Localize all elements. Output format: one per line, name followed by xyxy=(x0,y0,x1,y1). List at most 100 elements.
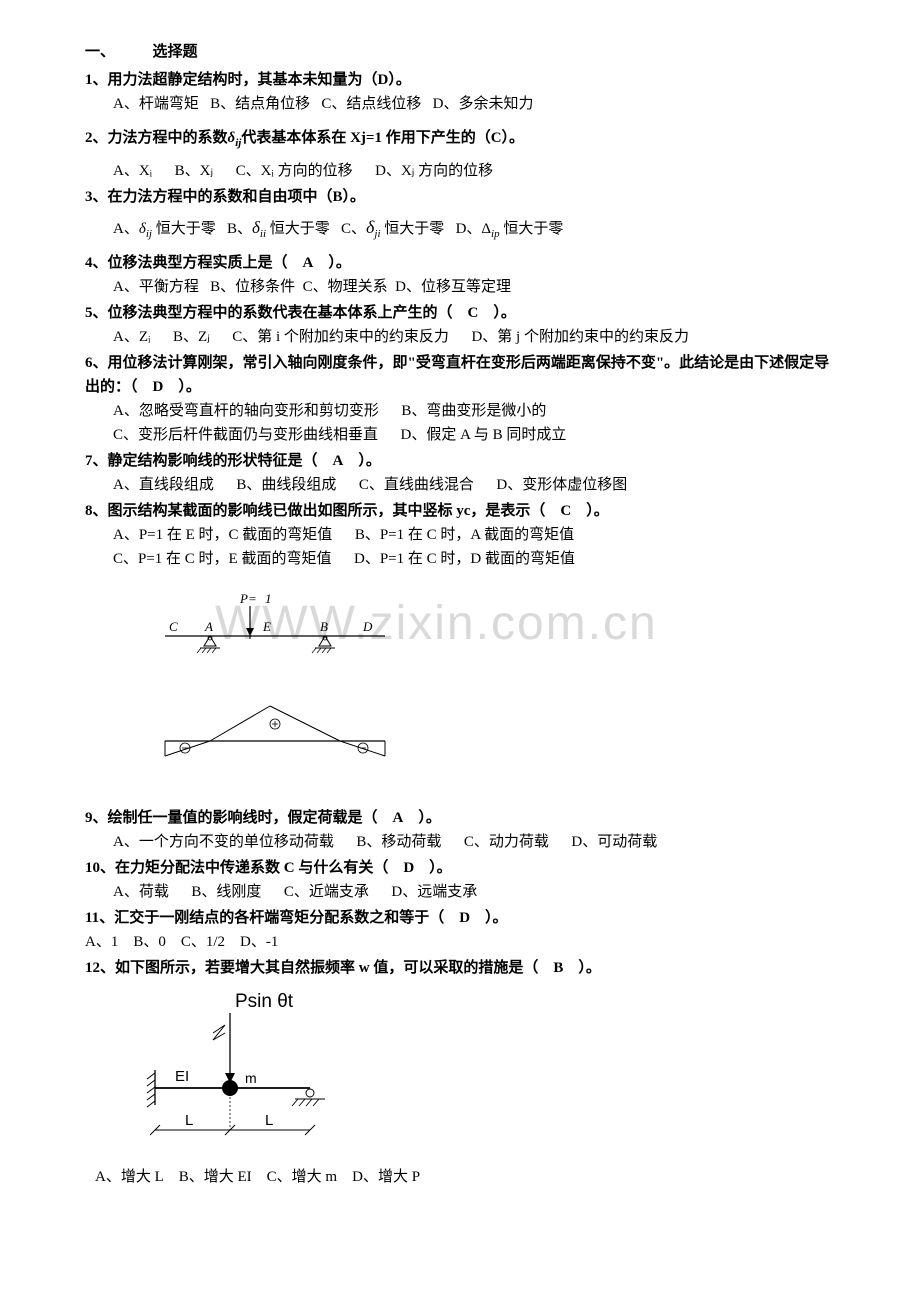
cantilever-diagram: Psin θt EI m L L xyxy=(125,985,385,1155)
q1-opt-a: A、杆端弯矩 xyxy=(113,96,199,112)
question-9: 9、绘制任一量值的影响线时，假定荷载是（ A ）。 A、一个方向不变的单位移动荷… xyxy=(85,806,840,854)
q8-options: A、P=1 在 E 时，C 截面的弯矩值 B、P=1 在 C 时，A 截面的弯矩… xyxy=(85,523,840,571)
q7-opt-a: A、直线段组成 xyxy=(113,477,214,493)
q1-stem: 、用力法超静定结构时，其基本未知量为（D）。 xyxy=(93,72,411,88)
q2-stem-pre: 、力法方程中的系数 xyxy=(93,130,228,146)
q5-stem: 、位移法典型方程中的系数代表在基本体系上产生的（ C ）。 xyxy=(93,305,516,321)
q3-opt-c-pre: C、 xyxy=(341,221,366,237)
q4-options: A、平衡方程 B、位移条件 C、物理关系 D、位移互等定理 xyxy=(85,275,840,299)
question-1: 1、用力法超静定结构时，其基本未知量为（D）。 A、杆端弯矩 B、结点角位移 C… xyxy=(85,68,840,116)
q11-opt-c: C、1/2 xyxy=(181,934,225,950)
q9-opt-d: D、可动荷载 xyxy=(571,834,657,850)
svg-text:A: A xyxy=(204,619,213,634)
q6-opt-a: A、忽略受弯直杆的轴向变形和剪切变形 xyxy=(113,403,379,419)
q6-opt-c: C、变形后杆件截面仍与变形曲线相垂直 xyxy=(113,427,378,443)
q7-options: A、直线段组成 B、曲线段组成 C、直线曲线混合 D、变形体虚位移图 xyxy=(85,473,840,497)
q4-opt-c: C、物理关系 xyxy=(303,279,388,295)
q12-options: A、增大 L B、增大 EI C、增大 m D、增大 P xyxy=(85,1165,840,1189)
q8-stem: 、图示结构某截面的影响线已做出如图所示，其中竖标 yc，是表示（ C ）。 xyxy=(93,503,609,519)
q8-opt-a: A、P=1 在 E 时，C 截面的弯矩值 xyxy=(113,527,332,543)
q12-opt-c: C、增大 m xyxy=(267,1169,337,1185)
q2-opt-c: C、Xᵢ 方向的位移 xyxy=(236,163,353,179)
q7-stem: 、静定结构影响线的形状特征是（ A ）。 xyxy=(93,453,381,469)
beam-diagram: P= 1 C A E B D xyxy=(145,591,405,666)
q8-opt-d: D、P=1 在 C 时，D 截面的弯矩值 xyxy=(354,551,575,567)
q6-stem: 、用位移法计算刚架，常引入轴向刚度条件，即"受弯直杆在变形后两端距离保持不变"。… xyxy=(85,355,829,395)
q4-opt-d: D、位移互等定理 xyxy=(395,279,511,295)
q10-opt-c: C、近端支承 xyxy=(284,884,369,900)
svg-text:1: 1 xyxy=(265,591,272,606)
q5-opt-b: B、Zⱼ xyxy=(173,329,210,345)
q5-num: 5 xyxy=(85,305,93,321)
q3-options: A、δij 恒大于零 B、δii 恒大于零 C、δji 恒大于零 D、Δip 恒… xyxy=(85,213,840,244)
q9-opt-b: B、移动荷载 xyxy=(356,834,441,850)
question-6: 6、用位移法计算刚架，常引入轴向刚度条件，即"受弯直杆在变形后两端距离保持不变"… xyxy=(85,351,840,447)
q3-opt-a-sym: δ xyxy=(139,221,146,237)
q1-opt-c: C、结点线位移 xyxy=(321,96,421,112)
q10-opt-d: D、远端支承 xyxy=(391,884,477,900)
q4-stem: 、位移法典型方程实质上是（ A ）。 xyxy=(93,255,351,271)
q9-stem: 、绘制任一量值的影响线时，假定荷载是（ A ）。 xyxy=(93,810,441,826)
q12-opt-a: A、增大 L xyxy=(95,1169,164,1185)
q3-opt-c-post: 恒大于零 xyxy=(381,221,445,237)
question-11: 11、汇交于一刚结点的各杆端弯矩分配系数之和等于（ D ）。 A、1 B、0 C… xyxy=(85,906,840,954)
question-7: 7、静定结构影响线的形状特征是（ A ）。 A、直线段组成 B、曲线段组成 C、… xyxy=(85,449,840,497)
q3-opt-a-pre: A、 xyxy=(113,221,139,237)
q7-opt-b: B、曲线段组成 xyxy=(236,477,336,493)
section-title: 一、 选择题 xyxy=(85,40,840,64)
q5-opt-d: D、第 j 个附加约束中的约束反力 xyxy=(471,329,689,345)
q3-opt-b-post: 恒大于零 xyxy=(266,221,330,237)
q4-num: 4 xyxy=(85,255,93,271)
svg-text:C: C xyxy=(169,619,178,634)
q5-options: A、Zᵢ B、Zⱼ C、第 i 个附加约束中的约束反力 D、第 j 个附加约束中… xyxy=(85,325,840,349)
q2-options: A、Xᵢ B、Xⱼ C、Xᵢ 方向的位移 D、Xⱼ 方向的位移 xyxy=(85,159,840,183)
q2-opt-b: B、Xⱼ xyxy=(175,163,213,179)
q11-opt-d: D、-1 xyxy=(240,934,278,950)
fig12-l2-label: L xyxy=(265,1112,273,1129)
q7-num: 7 xyxy=(85,453,93,469)
q1-options: A、杆端弯矩 B、结点角位移 C、结点线位移 D、多余未知力 xyxy=(85,92,840,116)
fig12-ei-label: EI xyxy=(175,1068,189,1085)
svg-text:D: D xyxy=(362,619,373,634)
q3-opt-b-pre: B、 xyxy=(227,221,252,237)
q10-stem: 、在力矩分配法中传递系数 C 与什么有关（ D ）。 xyxy=(100,860,452,876)
q3-stem: 、在力法方程中的系数和自由项中（B）。 xyxy=(93,189,366,205)
q8-opt-b: B、P=1 在 C 时，A 截面的弯矩值 xyxy=(355,527,574,543)
q11-opt-a: A、1 xyxy=(85,934,118,950)
q12-num: 12 xyxy=(85,960,100,976)
q10-opt-b: B、线刚度 xyxy=(191,884,261,900)
q12-opt-d: D、增大 P xyxy=(352,1169,420,1185)
q11-stem: 、汇交于一刚结点的各杆端弯矩分配系数之和等于（ D ）。 xyxy=(99,910,507,926)
fig12-m-label: m xyxy=(245,1070,257,1086)
fig12-l1-label: L xyxy=(185,1112,193,1129)
q2-opt-d: D、Xⱼ 方向的位移 xyxy=(375,163,493,179)
influence-line-diagram xyxy=(145,696,405,776)
q6-options: A、忽略受弯直杆的轴向变形和剪切变形 B、弯曲变形是微小的 C、变形后杆件截面仍… xyxy=(85,399,840,447)
q3-opt-b-sym: δ xyxy=(252,218,260,237)
q9-num: 9 xyxy=(85,810,93,826)
q4-opt-b: B、位移条件 xyxy=(210,279,295,295)
svg-text:P=: P= xyxy=(239,591,257,606)
q10-opt-a: A、荷载 xyxy=(113,884,169,900)
q3-opt-d-sub: ip xyxy=(491,228,500,240)
q1-opt-b: B、结点角位移 xyxy=(210,96,310,112)
q3-opt-d-pre: D、Δ xyxy=(456,221,491,237)
question-12: 12、如下图所示，若要增大其自然振频率 w 值，可以采取的措施是（ B ）。 xyxy=(85,956,840,980)
q2-opt-a: A、Xᵢ xyxy=(113,163,152,179)
q9-opt-c: C、动力荷载 xyxy=(464,834,549,850)
q2-num: 2 xyxy=(85,130,93,146)
q10-options: A、荷载 B、线刚度 C、近端支承 D、远端支承 xyxy=(85,880,840,904)
svg-text:B: B xyxy=(320,619,328,634)
q5-opt-c: C、第 i 个附加约束中的约束反力 xyxy=(232,329,449,345)
q6-opt-b: B、弯曲变形是微小的 xyxy=(401,403,546,419)
q2-stem-post: 代表基本体系在 Xj=1 作用下产生的（C）。 xyxy=(241,130,524,146)
question-8: 8、图示结构某截面的影响线已做出如图所示，其中竖标 yc，是表示（ C ）。 A… xyxy=(85,499,840,571)
q3-opt-d-post: 恒大于零 xyxy=(500,221,564,237)
q5-opt-a: A、Zᵢ xyxy=(113,329,150,345)
question-10: 10、在力矩分配法中传递系数 C 与什么有关（ D ）。 A、荷载 B、线刚度 … xyxy=(85,856,840,904)
q1-opt-d: D、多余未知力 xyxy=(433,96,534,112)
q11-opt-b: B、0 xyxy=(133,934,166,950)
q6-num: 6 xyxy=(85,355,93,371)
q3-num: 3 xyxy=(85,189,93,205)
q4-opt-a: A、平衡方程 xyxy=(113,279,199,295)
